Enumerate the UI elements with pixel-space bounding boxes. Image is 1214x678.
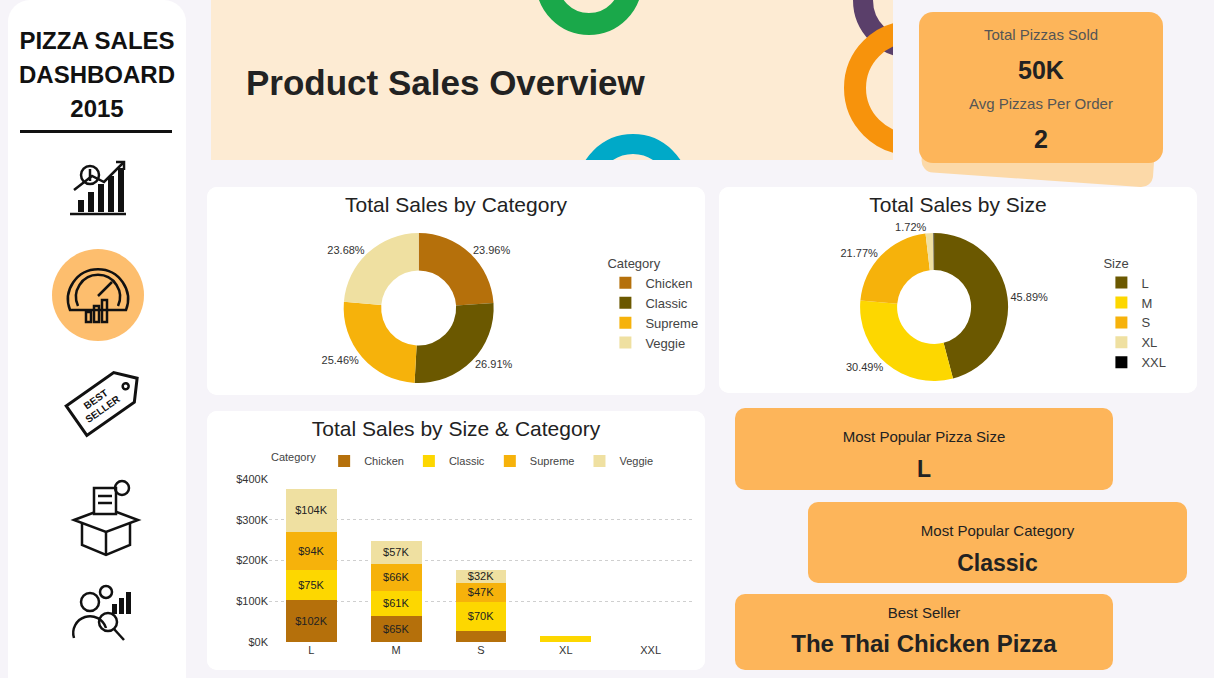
svg-text:Veggie: Veggie [619,455,653,467]
svg-text:Total Sales by Size: Total Sales by Size [869,193,1046,216]
svg-text:Size: Size [1103,256,1128,271]
svg-text:XL: XL [559,644,572,656]
html-text:2015: 2015 [70,95,124,122]
svg-text:$300K: $300K [236,514,268,526]
svg-text:Classic: Classic [449,455,485,467]
svg-text:23.68%: 23.68% [327,244,365,256]
svg-text:XXL: XXL [1141,355,1166,370]
html-text:L: L [917,456,931,482]
svg-text:$65K: $65K [383,623,409,635]
svg-text:Supreme: Supreme [530,455,575,467]
svg-text:1.72%: 1.72% [895,221,926,233]
html-text:Total Pizzas Sold: Total Pizzas Sold [983,26,1099,43]
html-text:DASHBOARD: DASHBOARD [19,61,175,88]
svg-text:Chicken: Chicken [364,455,404,467]
svg-text:Veggie: Veggie [645,336,685,351]
svg-text:$75K: $75K [298,579,324,591]
svg-text:23.96%: 23.96% [473,244,511,256]
svg-text:S: S [1141,315,1150,330]
html-text:2: 2 [1034,125,1048,153]
svg-text:$0K: $0K [248,636,268,648]
svg-text:26.91%: 26.91% [475,358,513,370]
svg-text:$57K: $57K [383,546,409,558]
svg-text:Category: Category [607,256,660,271]
html-text:Product Sales Overview: Product Sales Overview [246,63,645,102]
svg-text:Category: Category [271,451,316,463]
html-text:50K: 50K [1018,56,1064,84]
svg-text:L: L [1141,276,1148,291]
svg-text:Total Sales by Size & Category: Total Sales by Size & Category [312,417,601,440]
svg-text:$61K: $61K [383,597,409,609]
svg-text:$66K: $66K [383,571,409,583]
svg-text:XL: XL [1141,335,1157,350]
html-text:Most Popular Pizza Size: Most Popular Pizza Size [842,428,1006,445]
svg-text:M: M [392,644,401,656]
svg-text:$70K: $70K [468,610,494,622]
svg-text:$400K: $400K [236,473,268,485]
html-text:Avg Pizzas Per Order: Avg Pizzas Per Order [969,95,1113,112]
svg-text:$47K: $47K [468,586,494,598]
svg-text:SELLER: SELLER [83,393,122,425]
html-text:Classic: Classic [957,550,1038,576]
svg-text:$104K: $104K [295,504,327,516]
svg-text:$102K: $102K [295,615,327,627]
svg-text:Supreme: Supreme [645,316,698,331]
html-text:PIZZA SALES: PIZZA SALES [19,27,175,54]
svg-text:21.77%: 21.77% [840,247,878,259]
html-text:Most Popular Category: Most Popular Category [920,522,1075,539]
svg-text:BEST: BEST [81,387,110,412]
svg-text:$32K: $32K [468,570,494,582]
svg-text:45.89%: 45.89% [1010,291,1048,303]
svg-text:S: S [477,644,484,656]
svg-text:Chicken: Chicken [645,276,692,291]
svg-text:L: L [308,644,314,656]
svg-text:$100K: $100K [236,595,268,607]
svg-text:XXL: XXL [640,644,661,656]
svg-text:Total Sales by Category: Total Sales by Category [345,193,567,216]
svg-text:M: M [1141,296,1152,311]
html-text:Best Seller: Best Seller [887,604,961,621]
svg-text:30.49%: 30.49% [846,361,884,373]
svg-text:$200K: $200K [236,554,268,566]
html-text:The Thai Chicken Pizza: The Thai Chicken Pizza [791,630,1057,657]
svg-text:Classic: Classic [645,296,687,311]
svg-text:$94K: $94K [298,545,324,557]
svg-text:25.46%: 25.46% [322,354,360,366]
